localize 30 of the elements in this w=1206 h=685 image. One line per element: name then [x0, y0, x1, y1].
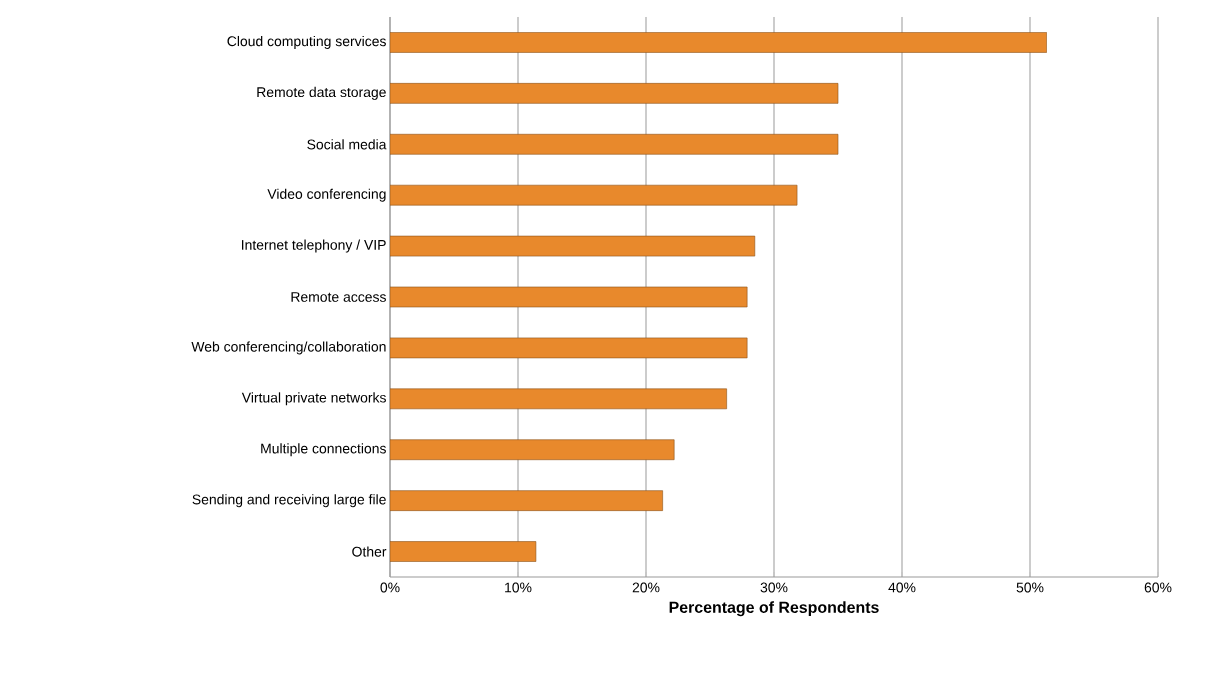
bar — [390, 184, 798, 206]
bar — [390, 286, 748, 308]
bar — [390, 133, 839, 155]
y-tick-label: Social media — [307, 139, 387, 150]
bar — [390, 541, 537, 562]
y-tick-label: Other — [352, 546, 387, 557]
y-tick-label: Sending and receiving large file — [192, 494, 386, 508]
x-tick-label: 30% — [760, 582, 788, 593]
bar — [390, 439, 675, 461]
bar — [390, 235, 756, 257]
x-axis-title: Percentage of Respondents — [669, 601, 879, 617]
y-tick-label: Video conferencing — [267, 188, 386, 202]
bar — [390, 32, 1047, 53]
y-tick-label: Web conferencing/collaboration — [191, 341, 386, 355]
x-tick-label: 40% — [888, 582, 916, 593]
x-tick-label: 10% — [505, 582, 532, 593]
y-tick-label: Remote data storage — [257, 86, 386, 100]
x-tick-label: 50% — [1016, 582, 1044, 593]
y-tick-label: Internet telephony / VIP — [241, 239, 386, 253]
y-tick-label: Multiple connections — [261, 443, 386, 457]
y-tick-label: Cloud computing services — [227, 35, 386, 49]
bar — [390, 337, 748, 359]
bar — [390, 490, 663, 511]
bar — [390, 388, 727, 410]
y-tick-label: Remote access — [291, 292, 386, 302]
x-tick-label: 0% — [380, 582, 400, 593]
bar — [390, 83, 839, 104]
x-tick-label: 20% — [632, 582, 660, 593]
y-tick-label: Virtual private networks — [241, 392, 386, 406]
x-tick-label: 60% — [1144, 582, 1172, 593]
